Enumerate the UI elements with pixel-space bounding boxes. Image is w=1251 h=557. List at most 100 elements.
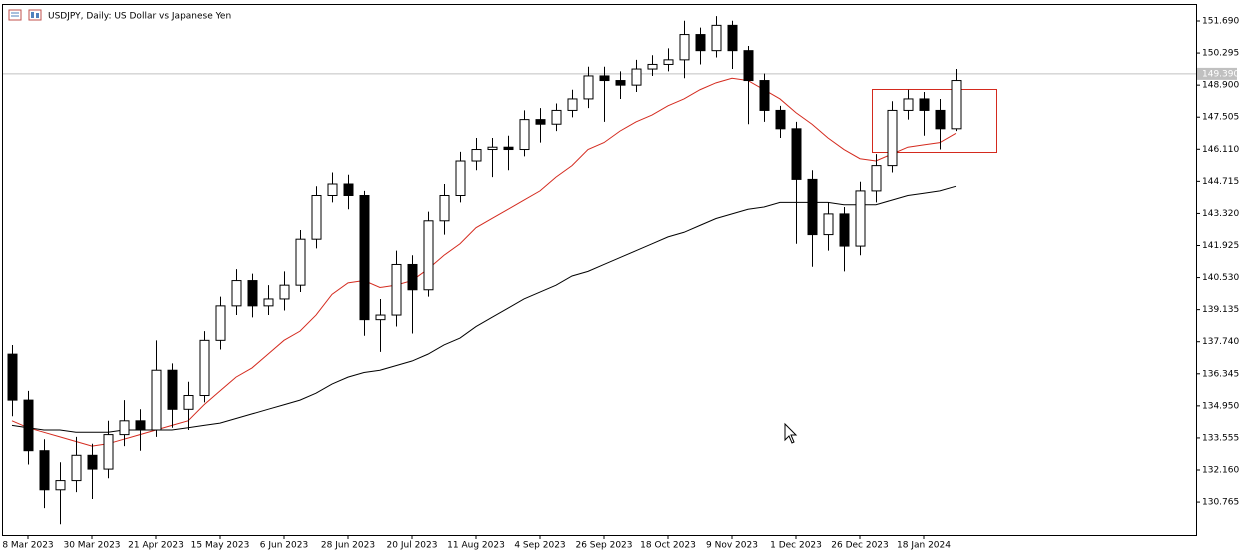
y-tick-label: 132.160 — [1202, 466, 1239, 476]
plot-frame — [2, 4, 1197, 536]
x-tick-label: 6 Jun 2023 — [260, 541, 308, 551]
moving-average — [11, 77, 957, 447]
x-tick-label: 18 Oct 2023 — [640, 541, 696, 551]
candle-body — [903, 98, 914, 111]
candle-body — [439, 194, 450, 222]
candle-body — [103, 434, 114, 470]
x-tick-label: 18 Jan 2024 — [897, 541, 951, 551]
candle-body — [391, 263, 402, 316]
candle-body — [423, 220, 434, 291]
candle-body — [743, 50, 754, 82]
candle-body — [615, 80, 626, 86]
candle-body — [71, 454, 82, 482]
candle-body — [711, 24, 722, 52]
candle-body — [519, 119, 530, 151]
candle-body — [567, 98, 578, 111]
y-tick-label: 141.925 — [1202, 241, 1239, 251]
candle-body — [535, 119, 546, 125]
current-price-tag — [1197, 67, 1237, 80]
candle-body — [343, 183, 354, 196]
x-tick-label: 8 Mar 2023 — [2, 541, 53, 551]
y-tick-label: 130.765 — [1202, 498, 1239, 508]
toolbar-icons — [8, 9, 42, 21]
candle-body — [919, 98, 930, 111]
candle-body — [311, 194, 322, 240]
candle-body — [647, 63, 658, 70]
candle-body — [87, 454, 98, 470]
candle-body — [951, 80, 962, 130]
x-tick-label: 21 Apr 2023 — [128, 541, 184, 551]
x-tick-label: 4 Sep 2023 — [514, 541, 565, 551]
candle-body — [279, 284, 290, 300]
candle-body — [327, 183, 338, 196]
current-price-label: 149.390 — [1202, 69, 1239, 79]
candle-body — [631, 68, 642, 86]
x-tick-label: 26 Dec 2023 — [831, 541, 889, 551]
icon — [31, 12, 34, 18]
annotation-box — [872, 89, 997, 153]
mouse-cursor — [784, 422, 798, 444]
chart-title: USDJPY, Daily: US Dollar vs Japanese Yen — [48, 12, 231, 22]
y-tick-label: 140.530 — [1202, 273, 1239, 283]
y-tick-label: 146.110 — [1202, 145, 1239, 155]
candle-body — [119, 420, 130, 436]
y-tick-label: 143.320 — [1202, 209, 1239, 219]
candle-body — [167, 369, 178, 410]
candle-body — [871, 165, 882, 192]
candle-body — [551, 109, 562, 125]
x-tick-label: 11 Aug 2023 — [447, 541, 505, 551]
candle-body — [775, 109, 786, 130]
y-tick-label: 148.900 — [1202, 81, 1239, 91]
candle-body — [23, 399, 34, 452]
candle-body — [695, 34, 706, 52]
candle-body — [199, 339, 210, 397]
icon — [8, 9, 22, 21]
x-tick-label: 28 Jun 2023 — [321, 541, 375, 551]
candle-body — [263, 298, 274, 307]
y-tick-label: 144.715 — [1202, 177, 1239, 187]
candle-body — [39, 450, 50, 491]
x-tick-label: 1 Dec 2023 — [770, 541, 822, 551]
y-tick-label: 147.505 — [1202, 113, 1239, 123]
candle-body — [823, 213, 834, 236]
candle-body — [791, 128, 802, 180]
icon — [28, 9, 42, 21]
x-tick-label: 26 Sep 2023 — [575, 541, 632, 551]
candle-body — [407, 263, 418, 291]
y-tick-label: 139.135 — [1202, 305, 1239, 315]
candle-body — [295, 238, 306, 286]
candle-body — [599, 75, 610, 82]
candle-body — [183, 395, 194, 410]
candle-body — [663, 59, 674, 65]
candle-body — [679, 34, 690, 61]
x-tick-label: 15 May 2023 — [191, 541, 250, 551]
candle-body — [807, 178, 818, 236]
y-tick-label: 133.555 — [1202, 433, 1239, 443]
candle-body — [727, 24, 738, 52]
y-tick-label: 137.740 — [1202, 337, 1239, 347]
x-tick-label: 9 Nov 2023 — [706, 541, 758, 551]
candle-body — [375, 314, 386, 321]
moving-average — [11, 185, 957, 433]
y-tick-label: 134.950 — [1202, 401, 1239, 411]
icon — [36, 13, 39, 18]
candle-body — [135, 420, 146, 431]
candle-body — [503, 146, 514, 151]
y-tick-label: 150.295 — [1202, 49, 1239, 59]
x-tick-label: 30 Mar 2023 — [63, 541, 120, 551]
candle-body — [839, 213, 850, 247]
candle-body — [359, 194, 370, 321]
candle-body — [7, 353, 18, 401]
y-tick-label: 136.345 — [1202, 369, 1239, 379]
candle-body — [471, 149, 482, 162]
candle-body — [231, 280, 242, 307]
x-tick-label: 20 Jul 2023 — [387, 541, 438, 551]
candle-body — [215, 305, 226, 341]
candle-body — [759, 80, 770, 111]
candle-body — [855, 190, 866, 247]
candle-body — [55, 480, 66, 491]
candle-body — [455, 160, 466, 196]
y-tick-label: 151.690 — [1202, 17, 1239, 27]
